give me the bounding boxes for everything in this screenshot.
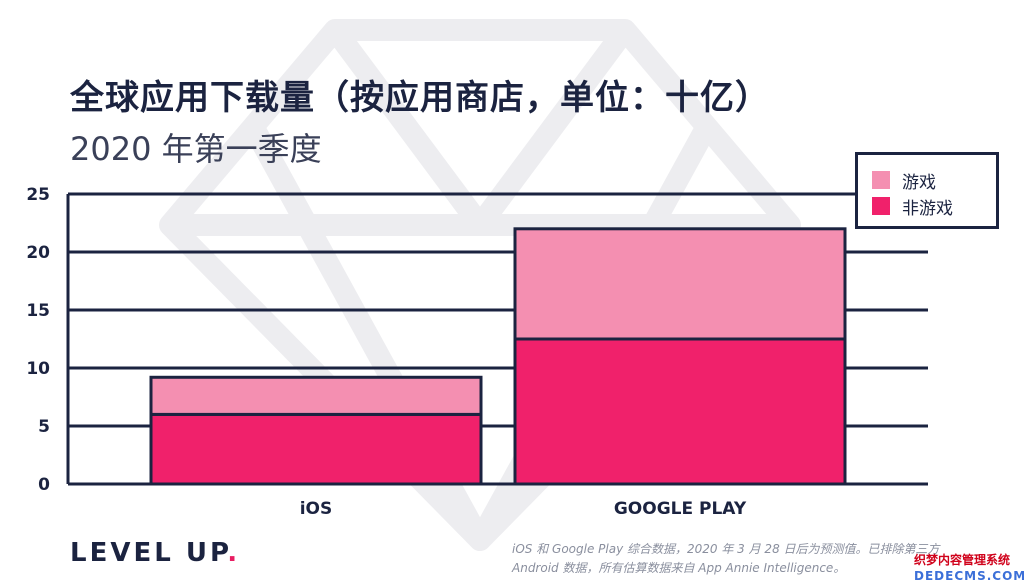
legend-swatch-non-games: [872, 197, 890, 215]
x-tick-label-0: iOS: [300, 499, 333, 519]
site-watermark-cn: 织梦内容管理系统: [914, 553, 1011, 567]
y-tick-label-15: 15: [26, 301, 50, 321]
legend-item-games: 游戏: [872, 167, 996, 193]
legend-label-games: 游戏: [902, 172, 936, 193]
bar-0-series-1: [149, 375, 483, 416]
brand-name: LEVEL UP: [70, 538, 228, 568]
bar-1-series-0: [513, 337, 847, 486]
y-tick-label-5: 5: [38, 417, 50, 437]
bar-0-series-0: [149, 412, 483, 486]
legend-label-non-games: 非游戏: [902, 198, 953, 219]
y-tick-label-0: 0: [38, 475, 50, 495]
chart-legend: 游戏 非游戏: [855, 152, 999, 229]
y-tick-label-10: 10: [26, 359, 50, 379]
y-tick-label-25: 25: [26, 185, 50, 205]
legend-swatch-games: [872, 171, 890, 189]
footnote: iOS 和 Google Play 综合数据，2020 年 3 月 28 日后为…: [512, 540, 952, 578]
x-tick-label-1: GOOGLE PLAY: [614, 499, 747, 519]
bar-1-series-1: [513, 227, 847, 341]
brand-dot: .: [227, 538, 241, 568]
brand-logo: LEVEL UP.: [70, 538, 240, 568]
legend-item-non-games: 非游戏: [872, 193, 996, 219]
page-title: 全球应用下载量（按应用商店，单位：十亿）: [70, 78, 770, 118]
page-subtitle: 2020 年第一季度: [70, 130, 322, 168]
footnote-line-2: Android 数据，所有估算数据来自 App Annie Intelligen…: [512, 561, 846, 575]
footnote-line-1: iOS 和 Google Play 综合数据，2020 年 3 月 28 日后为…: [512, 542, 940, 556]
site-watermark-en: DEDECMS.COM: [914, 569, 1024, 583]
site-watermark: 织梦内容管理系统 DEDECMS.COM: [914, 552, 1024, 584]
y-tick-label-20: 20: [26, 243, 50, 263]
